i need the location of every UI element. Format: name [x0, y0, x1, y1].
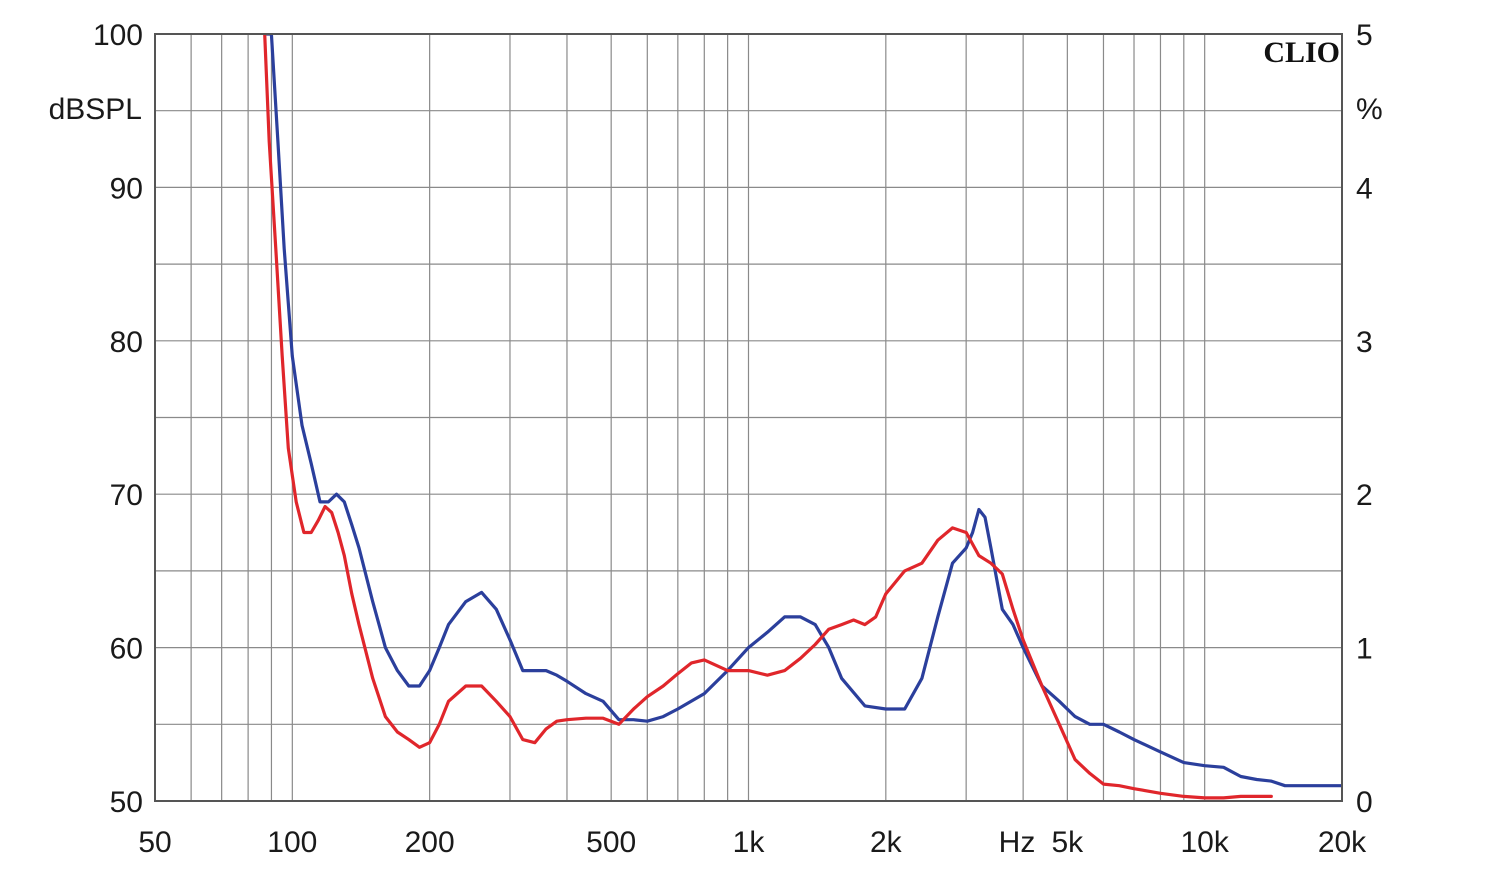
- y-right-tick-label: 4: [1356, 172, 1373, 205]
- plot-frame: [154, 33, 1343, 802]
- y-right-axis-label: %: [1356, 93, 1383, 126]
- series-line-1: [265, 34, 1342, 788]
- x-tick-label: 2k: [870, 826, 903, 859]
- y-left-tick-label: 90: [110, 172, 143, 205]
- series-line-2: [263, 34, 1273, 800]
- tick-labels: 50 100 200 500 1k 2k 5k 10k 20k 50 60 70 80 90 100 0 1 2 3…: [93, 19, 1373, 859]
- y-right-tick-label: 5: [1356, 19, 1373, 52]
- x-tick-label: 100: [267, 826, 317, 859]
- x-tick-label: 200: [405, 826, 455, 859]
- y-left-axis-label: dBSPL: [49, 93, 142, 126]
- y-left-tick-label: 80: [110, 326, 143, 359]
- x-tick-label: 50: [138, 826, 171, 859]
- x-tick-label: 5k: [1052, 826, 1085, 859]
- brand-label: CLIO: [1263, 36, 1340, 69]
- x-tick-label: 500: [586, 826, 636, 859]
- series-layer: [263, 34, 1342, 800]
- x-tick-label: 10k: [1180, 826, 1229, 859]
- y-right-tick-label: 1: [1356, 633, 1373, 666]
- y-right-tick-label: 3: [1356, 326, 1373, 359]
- y-left-tick-label: 100: [93, 19, 143, 52]
- x-tick-label: 20k: [1318, 826, 1367, 859]
- x-axis-unit-label: Hz: [999, 826, 1036, 859]
- y-left-tick-label: 60: [110, 633, 143, 666]
- x-tick-label: 1k: [733, 826, 766, 859]
- y-left-tick-label: 50: [110, 786, 143, 819]
- y-left-tick-label: 70: [110, 479, 143, 512]
- y-right-tick-label: 2: [1356, 479, 1373, 512]
- y-right-tick-label: 0: [1356, 786, 1373, 819]
